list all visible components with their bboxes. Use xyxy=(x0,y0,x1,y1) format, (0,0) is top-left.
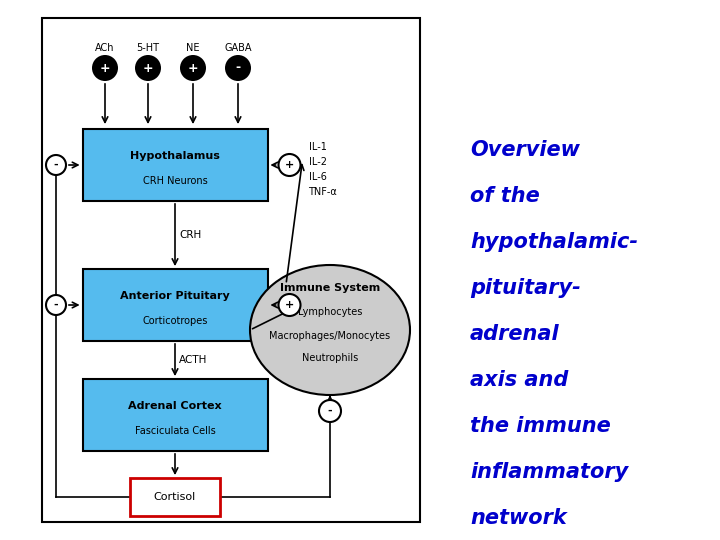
Text: +: + xyxy=(285,160,294,170)
Ellipse shape xyxy=(250,265,410,395)
Text: inflammatory: inflammatory xyxy=(470,462,629,482)
Text: ACh: ACh xyxy=(95,43,114,53)
Text: IL-2: IL-2 xyxy=(308,157,326,167)
Circle shape xyxy=(279,154,300,176)
Text: network: network xyxy=(470,508,567,528)
Text: of the: of the xyxy=(470,186,540,206)
Text: Anterior Pituitary: Anterior Pituitary xyxy=(120,292,230,301)
Text: adrenal: adrenal xyxy=(470,324,559,344)
Circle shape xyxy=(92,55,118,81)
Circle shape xyxy=(135,55,161,81)
Text: Cortisol: Cortisol xyxy=(154,492,196,502)
Text: axis and: axis and xyxy=(470,370,568,390)
Text: ACTH: ACTH xyxy=(179,355,207,365)
Text: IL-6: IL-6 xyxy=(308,172,326,182)
Text: hypothalamic-: hypothalamic- xyxy=(470,232,638,252)
Circle shape xyxy=(180,55,206,81)
Bar xyxy=(42,18,420,522)
Circle shape xyxy=(225,55,251,81)
Text: +: + xyxy=(188,62,198,75)
Text: Neutrophils: Neutrophils xyxy=(302,353,358,363)
Bar xyxy=(83,379,268,451)
Circle shape xyxy=(46,155,66,175)
Text: GABA: GABA xyxy=(224,43,252,53)
Text: +: + xyxy=(143,62,153,75)
Text: Hypothalamus: Hypothalamus xyxy=(130,151,220,161)
Text: TNF-α: TNF-α xyxy=(308,187,337,197)
Text: -: - xyxy=(328,406,333,416)
Text: Immune System: Immune System xyxy=(280,283,380,293)
Text: -: - xyxy=(54,160,58,170)
Text: -: - xyxy=(235,62,240,75)
Text: Lymphocytes: Lymphocytes xyxy=(298,307,362,317)
Text: 5-HT: 5-HT xyxy=(137,43,160,53)
Circle shape xyxy=(46,295,66,315)
Bar xyxy=(83,269,268,341)
Text: CRH: CRH xyxy=(179,230,202,240)
Text: Macrophages/Monocytes: Macrophages/Monocytes xyxy=(269,331,390,341)
Text: pituitary-: pituitary- xyxy=(470,278,581,298)
Text: CRH Neurons: CRH Neurons xyxy=(143,176,207,186)
Bar xyxy=(83,129,268,201)
Circle shape xyxy=(279,294,300,316)
Text: IL-1: IL-1 xyxy=(308,142,326,152)
Text: Adrenal Cortex: Adrenal Cortex xyxy=(128,401,222,411)
Text: Corticotropes: Corticotropes xyxy=(143,316,207,326)
Text: +: + xyxy=(99,62,110,75)
Text: the immune: the immune xyxy=(470,416,611,436)
Text: Overview: Overview xyxy=(470,140,580,160)
Text: -: - xyxy=(54,300,58,310)
Text: +: + xyxy=(285,300,294,310)
Bar xyxy=(130,478,220,516)
Circle shape xyxy=(319,400,341,422)
Text: NE: NE xyxy=(186,43,199,53)
Text: Fasciculata Cells: Fasciculata Cells xyxy=(135,426,215,436)
